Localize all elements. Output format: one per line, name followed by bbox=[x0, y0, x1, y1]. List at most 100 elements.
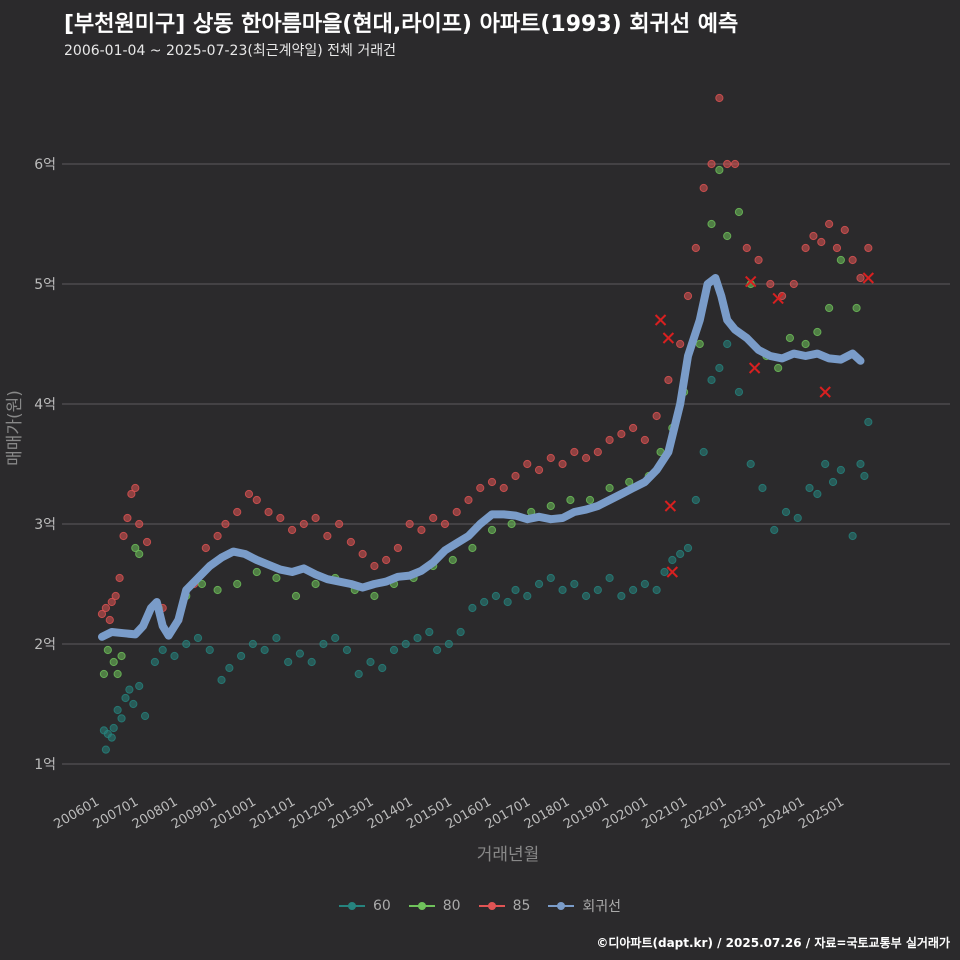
scatter-point-80 bbox=[585, 495, 595, 505]
legend-item-85[interactable]: 85 bbox=[478, 898, 530, 914]
y-tick-labels: 1억 2억 3억 4억 5억 6억 bbox=[34, 157, 56, 773]
scatter-point-85 bbox=[97, 609, 107, 619]
scatter-point-80 bbox=[370, 591, 379, 601]
scatter-point-85 bbox=[817, 237, 826, 247]
scatter-point-60 bbox=[503, 597, 512, 607]
scatter-point-60 bbox=[864, 417, 873, 427]
scatter-point-85 bbox=[213, 531, 222, 541]
scatter-point-60 bbox=[640, 579, 649, 589]
scatter-point-60 bbox=[793, 513, 802, 523]
scatter-point-85 bbox=[276, 513, 285, 523]
scatter-point-80 bbox=[507, 519, 516, 529]
scatter-point-85 bbox=[593, 447, 602, 457]
scatter-point-85 bbox=[676, 339, 685, 349]
scatter-point-85 bbox=[429, 513, 438, 523]
scatter-point-85 bbox=[629, 423, 638, 433]
scatter-point-60 bbox=[135, 681, 144, 691]
scatter-point-60 bbox=[629, 585, 638, 595]
grid-lines bbox=[62, 163, 950, 765]
scatter-point-85 bbox=[323, 531, 332, 541]
scatter-point-85 bbox=[101, 603, 110, 613]
scatter-point-85 bbox=[464, 495, 473, 505]
scatter-point-85 bbox=[825, 219, 834, 229]
cancelled-marker bbox=[662, 332, 675, 344]
y-tick-label: 5억 bbox=[34, 277, 56, 293]
scatter-point-80 bbox=[135, 549, 144, 559]
scatter-point-60 bbox=[366, 657, 375, 667]
scatter-point-80 bbox=[117, 651, 126, 661]
legend-item-80[interactable]: 80 bbox=[408, 898, 461, 914]
scatter-point-60 bbox=[491, 591, 501, 601]
scatter-point-85 bbox=[287, 525, 297, 535]
scatter-point-85 bbox=[135, 519, 144, 529]
scatter-point-85 bbox=[848, 255, 857, 265]
scatter-point-60 bbox=[683, 543, 693, 553]
scatter-point-60 bbox=[182, 639, 191, 649]
scatter-point-85 bbox=[131, 483, 140, 493]
scatter-point-60 bbox=[225, 663, 234, 673]
scatter-point-85 bbox=[640, 435, 649, 445]
regression-line-group bbox=[98, 274, 865, 641]
scatter-point-60 bbox=[129, 699, 138, 709]
scatter-point-85 bbox=[546, 453, 555, 463]
scatter-point-80 bbox=[801, 339, 810, 349]
scatter-point-85 bbox=[452, 507, 461, 517]
scatter-point-80 bbox=[99, 669, 109, 679]
scatter-point-85 bbox=[558, 459, 567, 469]
legend-item-60[interactable]: 60 bbox=[338, 898, 391, 914]
scatter-point-85 bbox=[856, 273, 865, 283]
cancelled-marker bbox=[862, 272, 875, 284]
scatter-point-85 bbox=[393, 543, 403, 553]
scatter-point-60 bbox=[860, 471, 869, 481]
scatter-point-85 bbox=[581, 453, 591, 463]
scatter-point-60 bbox=[617, 591, 626, 601]
scatter-point-85 bbox=[123, 513, 132, 523]
scatter-point-80 bbox=[131, 543, 140, 553]
scatter-point-80 bbox=[836, 255, 845, 265]
scatter-point-80 bbox=[774, 363, 783, 373]
scatter-point-85 bbox=[652, 411, 661, 421]
scatter-point-85 bbox=[511, 471, 520, 481]
scatter-point-60 bbox=[456, 627, 465, 637]
scatter-point-85 bbox=[730, 159, 740, 169]
scatter-point-85 bbox=[809, 231, 818, 241]
cancelled-marker bbox=[654, 314, 667, 326]
scatter-point-85 bbox=[252, 495, 261, 505]
scatter-point-85 bbox=[715, 93, 724, 103]
legend-swatch-85 bbox=[478, 901, 505, 911]
legend-item-regression[interactable]: 회귀선 bbox=[548, 896, 621, 916]
scatter-point-60 bbox=[813, 489, 822, 499]
scatter-point-60 bbox=[546, 573, 555, 583]
scatter-point-80 bbox=[566, 495, 575, 505]
scatter-point-60 bbox=[272, 633, 281, 643]
scatter-point-60 bbox=[468, 603, 477, 613]
scatter-point-85 bbox=[691, 243, 700, 253]
scatter-point-60 bbox=[699, 447, 708, 457]
scatter-point-60 bbox=[284, 657, 293, 667]
scatter-point-60 bbox=[558, 585, 567, 595]
scatter-point-80 bbox=[311, 579, 320, 589]
legend-label-80: 80 bbox=[442, 898, 461, 914]
scatter-point-80 bbox=[707, 219, 716, 229]
scatter-point-60 bbox=[217, 675, 226, 685]
scatter-points bbox=[97, 93, 873, 754]
scatter-point-85 bbox=[127, 489, 136, 499]
scatter-point-85 bbox=[299, 519, 308, 529]
scatter-point-85 bbox=[683, 291, 693, 301]
scatter-point-60 bbox=[170, 651, 179, 661]
scatter-point-60 bbox=[158, 645, 167, 655]
scatter-point-85 bbox=[617, 429, 626, 439]
legend: 60 80 85 회귀선 bbox=[0, 896, 960, 916]
scatter-point-85 bbox=[115, 573, 124, 583]
scatter-point-80 bbox=[715, 165, 724, 175]
scatter-point-85 bbox=[605, 435, 614, 445]
scatter-point-60 bbox=[140, 711, 150, 721]
scatter-point-60 bbox=[534, 579, 544, 589]
scatter-point-60 bbox=[389, 645, 399, 655]
scatter-point-80 bbox=[546, 501, 555, 511]
scatter-point-85 bbox=[523, 459, 532, 469]
y-tick-label: 1억 bbox=[34, 757, 56, 773]
scatter-point-60 bbox=[295, 649, 305, 658]
scatter-point-60 bbox=[707, 375, 716, 385]
scatter-point-60 bbox=[425, 627, 434, 637]
